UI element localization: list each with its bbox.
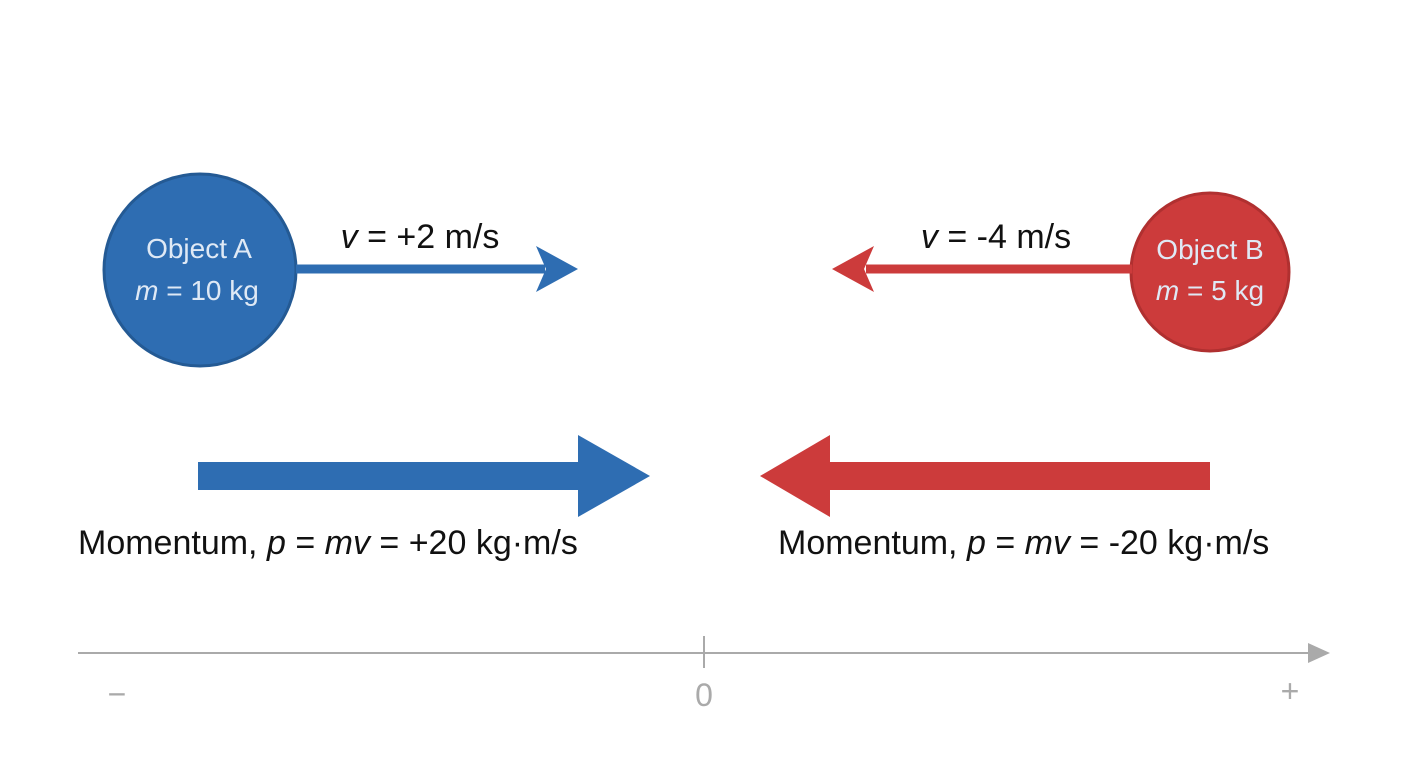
object-b-name: Object B bbox=[1156, 234, 1263, 265]
mass-symbol: m bbox=[1156, 275, 1179, 306]
axis-minus: − bbox=[108, 676, 127, 712]
momentum-part: = bbox=[986, 524, 1025, 562]
momentum-part: = +20 kg·m/s bbox=[370, 524, 578, 562]
mass-text: = 5 kg bbox=[1179, 275, 1264, 306]
velocity-symbol: v bbox=[921, 218, 940, 256]
axis-plus: + bbox=[1281, 673, 1300, 709]
axis-zero: 0 bbox=[695, 677, 713, 713]
object-b-circle bbox=[1129, 191, 1291, 353]
mass-symbol: m bbox=[135, 275, 158, 306]
momentum-arrow-a bbox=[198, 462, 582, 490]
mass-text: = 10 kg bbox=[158, 275, 258, 306]
momentum-arrowhead-a bbox=[578, 435, 650, 517]
velocity-text: = +2 m/s bbox=[358, 218, 500, 256]
object-b-mass: m = 5 kg bbox=[1156, 275, 1264, 306]
momentum-a: Momentum, p = mv = +20 kg·m/s bbox=[78, 524, 578, 562]
object-a-mass: m = 10 kg bbox=[135, 275, 259, 306]
momentum-arrowhead-b bbox=[760, 435, 830, 517]
momentum-b: Momentum, p = mv = -20 kg·m/s bbox=[778, 524, 1269, 562]
velocity-a: v = +2 m/s bbox=[341, 218, 500, 256]
momentum-part: mv bbox=[325, 524, 372, 562]
momentum-part: mv bbox=[1025, 524, 1072, 562]
velocity-symbol: v bbox=[341, 218, 360, 256]
momentum-part: p bbox=[966, 524, 986, 562]
velocity-text: = -4 m/s bbox=[938, 218, 1071, 256]
velocity-arrowhead-b bbox=[832, 246, 874, 292]
momentum-part: Momentum, bbox=[78, 524, 267, 562]
velocity-arrowhead-a bbox=[536, 246, 578, 292]
axis-arrowhead bbox=[1308, 643, 1330, 663]
momentum-part: = bbox=[286, 524, 325, 562]
momentum-part: = -20 kg·m/s bbox=[1070, 524, 1269, 562]
object-a-name: Object A bbox=[146, 233, 252, 264]
velocity-b: v = -4 m/s bbox=[921, 218, 1071, 256]
momentum-part: p bbox=[266, 524, 286, 562]
object-a-circle bbox=[102, 172, 298, 368]
momentum-part: Momentum, bbox=[778, 524, 967, 562]
momentum-arrow-b bbox=[826, 462, 1210, 490]
